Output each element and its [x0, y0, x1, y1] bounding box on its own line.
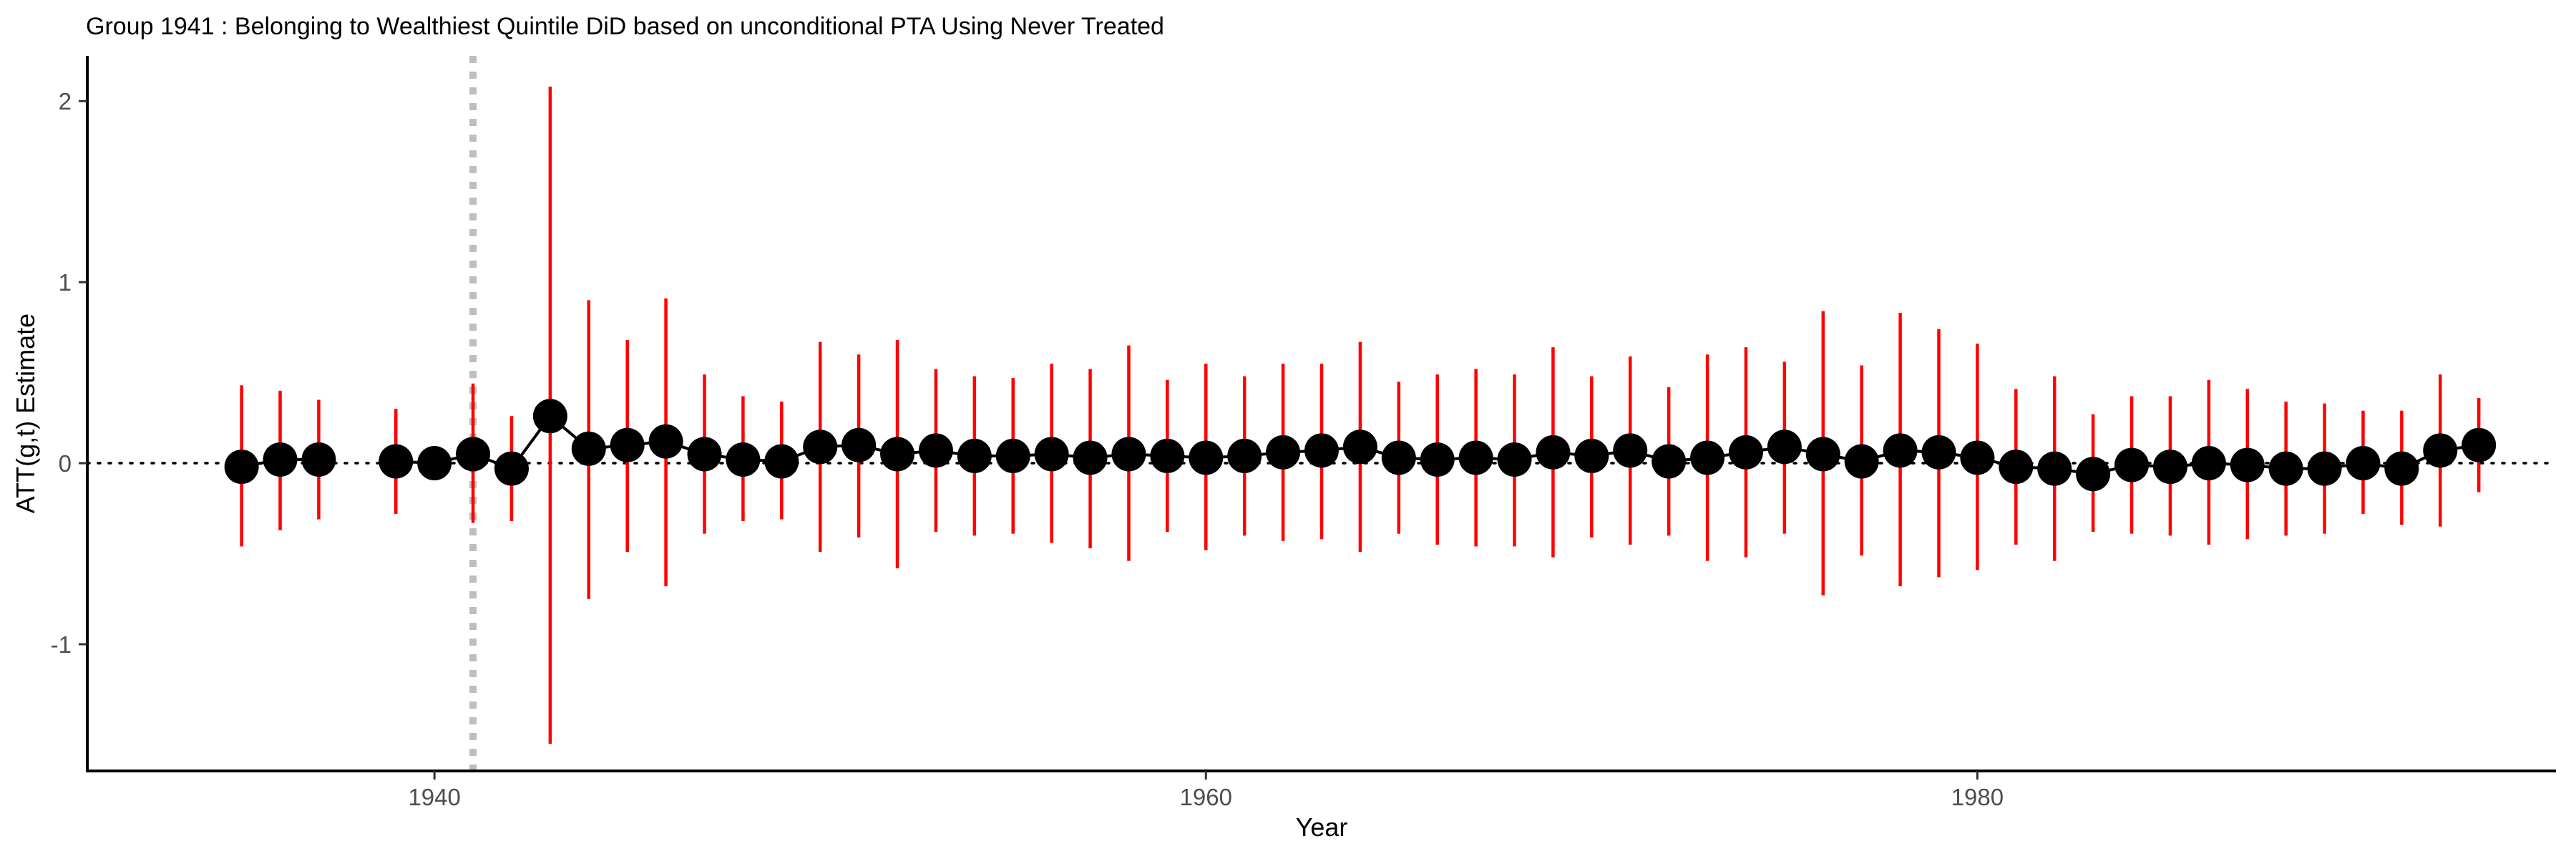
estimate-point-1973: [1690, 440, 1725, 475]
estimate-point-1982: [2037, 451, 2072, 486]
estimate-point-1985: [2152, 450, 2187, 485]
estimate-point-1989: [2307, 451, 2342, 486]
estimate-point-1992: [2423, 433, 2458, 468]
estimate-point-1950: [803, 430, 838, 465]
y-axis-title: ATT(g,t) Estimate: [11, 314, 40, 513]
estimate-point-1980: [1960, 440, 1995, 475]
estimate-point-1972: [1652, 444, 1687, 479]
estimate-point-1963: [1304, 433, 1339, 468]
chart-title: Group 1941 : Belonging to Wealthiest Qui…: [86, 13, 1164, 40]
estimate-point-1952: [880, 437, 915, 472]
estimate-point-1936: [263, 442, 298, 477]
estimate-point-1990: [2346, 446, 2381, 481]
estimate-point-1937: [301, 442, 336, 477]
y-tick-label: 0: [59, 450, 72, 477]
estimate-point-1961: [1227, 438, 1262, 473]
estimate-point-1945: [610, 427, 645, 462]
estimate-point-1977: [1844, 444, 1879, 479]
x-axis-ticks: 1940 1960 1980: [408, 771, 2004, 810]
estimate-point-1947: [687, 437, 722, 472]
estimate-point-1958: [1111, 437, 1146, 472]
estimate-point-1941: [456, 437, 491, 472]
estimate-point-1943: [532, 399, 567, 434]
y-axis-ticks: -1 0 1 2: [51, 88, 87, 658]
y-tick-label: 2: [59, 88, 72, 115]
estimate-point-1957: [1073, 440, 1108, 475]
y-tick-label: 1: [59, 269, 72, 296]
y-tick-label: -1: [51, 631, 72, 658]
axes: [86, 56, 2556, 772]
estimate-point-1969: [1536, 435, 1571, 470]
estimate-point-1975: [1767, 430, 1802, 465]
estimate-point-1976: [1805, 437, 1840, 472]
estimate-point-1981: [1999, 450, 2034, 485]
estimate-point-1935: [224, 450, 259, 485]
estimate-point-1978: [1883, 433, 1918, 468]
x-axis-title: Year: [1296, 812, 1348, 842]
estimate-point-1959: [1150, 438, 1185, 473]
estimate-point-1953: [918, 433, 953, 468]
estimate-point-1954: [957, 438, 992, 473]
estimate-point-1979: [1921, 435, 1956, 470]
estimate-point-1983: [2076, 457, 2111, 492]
estimate-point-1944: [571, 431, 606, 466]
estimate-point-1986: [2191, 446, 2226, 481]
estimate-point-1974: [1728, 435, 1763, 470]
estimate-point-1942: [494, 451, 529, 486]
estimate-point-1965: [1381, 440, 1416, 475]
estimate-point-1971: [1613, 433, 1648, 468]
estimate-point-1964: [1342, 430, 1377, 465]
estimate-point-1968: [1497, 442, 1532, 477]
x-tick-label: 1940: [408, 784, 460, 810]
estimate-point-1940: [417, 446, 452, 481]
estimate-point-1962: [1266, 435, 1301, 470]
estimate-point-1970: [1574, 438, 1609, 473]
estimate-point-1946: [648, 424, 683, 459]
estimate-point-1956: [1034, 437, 1069, 472]
confidence-intervals: [240, 86, 2481, 744]
estimate-point-1939: [379, 444, 414, 479]
estimate-point-1993: [2462, 427, 2497, 462]
estimate-point-1949: [764, 444, 799, 479]
estimate-point-1966: [1420, 442, 1455, 477]
estimate-point-1967: [1458, 440, 1493, 475]
estimate-point-1988: [2268, 451, 2303, 486]
estimate-points: [224, 399, 2497, 492]
x-tick-label: 1980: [1951, 784, 2004, 810]
x-tick-label: 1960: [1180, 784, 1232, 810]
estimate-point-1955: [995, 438, 1030, 473]
estimate-point-1991: [2384, 451, 2419, 486]
estimate-point-1948: [726, 442, 761, 477]
estimate-point-1984: [2114, 447, 2150, 482]
estimate-point-1951: [841, 427, 877, 462]
estimate-point-1987: [2230, 447, 2265, 482]
estimate-point-1960: [1189, 440, 1224, 475]
